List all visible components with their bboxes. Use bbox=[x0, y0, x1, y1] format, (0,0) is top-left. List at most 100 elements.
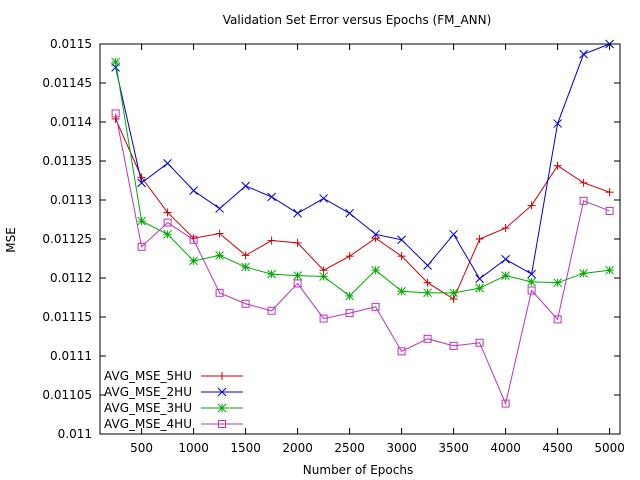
data-point bbox=[475, 274, 484, 284]
data-point bbox=[293, 238, 302, 247]
x-tick-label: 1500 bbox=[230, 441, 261, 455]
data-point bbox=[137, 178, 146, 188]
data-point bbox=[423, 288, 432, 298]
data-point bbox=[579, 178, 588, 187]
series-line bbox=[115, 61, 610, 297]
data-point bbox=[449, 341, 458, 350]
legend-item: AVG_MSE_5HU bbox=[104, 369, 243, 383]
y-tick-label: 0.01135 bbox=[42, 154, 92, 168]
data-point bbox=[345, 208, 354, 218]
series-layer bbox=[111, 39, 614, 408]
y-tick-label: 0.0112 bbox=[50, 271, 92, 285]
data-point bbox=[397, 235, 406, 245]
data-point bbox=[397, 252, 406, 261]
plot-frame bbox=[99, 43, 621, 435]
data-point bbox=[241, 251, 250, 260]
data-point bbox=[345, 291, 354, 301]
data-point bbox=[111, 114, 120, 123]
data-point bbox=[137, 216, 146, 226]
data-point bbox=[293, 271, 302, 281]
data-point bbox=[475, 283, 484, 293]
data-point bbox=[218, 372, 226, 380]
data-point bbox=[371, 302, 380, 311]
data-point bbox=[111, 109, 120, 118]
data-point bbox=[371, 265, 380, 275]
data-point bbox=[501, 224, 510, 233]
data-point bbox=[319, 194, 328, 203]
data-point bbox=[293, 208, 302, 218]
series-avg-mse-2hu bbox=[111, 39, 614, 284]
data-point bbox=[423, 334, 432, 343]
data-point bbox=[527, 269, 536, 279]
y-tick-label: 0.0113 bbox=[50, 193, 92, 207]
data-point bbox=[215, 288, 224, 297]
y-tick-label: 0.01105 bbox=[42, 388, 92, 402]
data-point bbox=[371, 229, 380, 239]
axis-ticks: 500 1000 1500 2000 2500 3000 3500 4000 4500 5000 0… bbox=[42, 37, 624, 455]
data-point bbox=[423, 278, 432, 287]
data-point bbox=[345, 309, 354, 318]
data-point bbox=[111, 57, 120, 67]
y-tick-label: 0.01115 bbox=[42, 310, 92, 324]
data-point bbox=[215, 229, 224, 238]
y-axis-label: MSE bbox=[4, 227, 18, 253]
x-tick-label: 4000 bbox=[490, 441, 521, 455]
data-point bbox=[137, 173, 146, 182]
data-point bbox=[579, 196, 588, 205]
data-point bbox=[215, 204, 224, 213]
data-point bbox=[267, 236, 276, 245]
y-tick-label: 0.01125 bbox=[42, 232, 92, 246]
data-point bbox=[423, 261, 432, 270]
x-tick-label: 1000 bbox=[178, 441, 209, 455]
y-tick-label: 0.01145 bbox=[42, 76, 92, 90]
legend-label: AVG_MSE_3HU bbox=[104, 401, 192, 415]
legend-label: AVG_MSE_2HU bbox=[104, 385, 192, 399]
y-tick-label: 0.011 bbox=[58, 427, 92, 441]
data-point bbox=[189, 235, 198, 244]
series-line bbox=[115, 113, 610, 406]
data-point bbox=[579, 268, 588, 278]
data-point bbox=[501, 254, 510, 264]
data-point bbox=[241, 262, 250, 272]
series-line bbox=[115, 43, 610, 280]
data-point bbox=[137, 242, 146, 251]
data-point bbox=[579, 49, 588, 59]
data-point bbox=[397, 347, 406, 356]
data-point bbox=[553, 278, 562, 288]
y-tick-label: 0.0115 bbox=[50, 37, 92, 51]
y-tick-label: 0.0114 bbox=[50, 115, 92, 129]
x-tick-label: 2000 bbox=[282, 441, 313, 455]
x-tick-label: 3500 bbox=[438, 441, 469, 455]
data-point bbox=[217, 387, 227, 397]
data-point bbox=[475, 235, 484, 243]
legend: AVG_MSE_5HU AVG_MSE_2HU AVG_MSE_3HU AVG_MSE… bbox=[104, 369, 243, 431]
series-avg-mse-3hu bbox=[111, 57, 614, 301]
legend-item: AVG_MSE_3HU bbox=[104, 401, 243, 415]
data-point bbox=[501, 271, 510, 281]
data-point bbox=[267, 306, 276, 315]
data-point bbox=[449, 288, 458, 298]
series-avg-mse-5hu bbox=[111, 114, 614, 304]
legend-label: AVG_MSE_4HU bbox=[104, 417, 192, 431]
legend-label: AVG_MSE_5HU bbox=[104, 369, 192, 383]
data-point bbox=[163, 158, 172, 168]
data-point bbox=[553, 161, 562, 170]
data-point bbox=[397, 286, 406, 296]
series-avg-mse-4hu bbox=[111, 109, 614, 408]
data-point bbox=[501, 399, 510, 408]
x-tick-label: 2500 bbox=[334, 441, 365, 455]
data-point bbox=[605, 188, 614, 197]
data-point bbox=[371, 234, 380, 243]
data-point bbox=[218, 420, 226, 428]
data-point bbox=[189, 186, 198, 195]
data-point bbox=[345, 252, 354, 261]
x-tick-label: 4500 bbox=[542, 441, 573, 455]
data-point bbox=[163, 218, 172, 227]
y-tick-label: 0.0111 bbox=[50, 349, 92, 363]
x-tick-label: 3000 bbox=[386, 441, 417, 455]
data-point bbox=[241, 181, 250, 191]
data-point bbox=[527, 286, 536, 295]
data-point bbox=[163, 229, 172, 239]
chart-title: Validation Set Error versus Epochs (FM_A… bbox=[223, 13, 492, 27]
